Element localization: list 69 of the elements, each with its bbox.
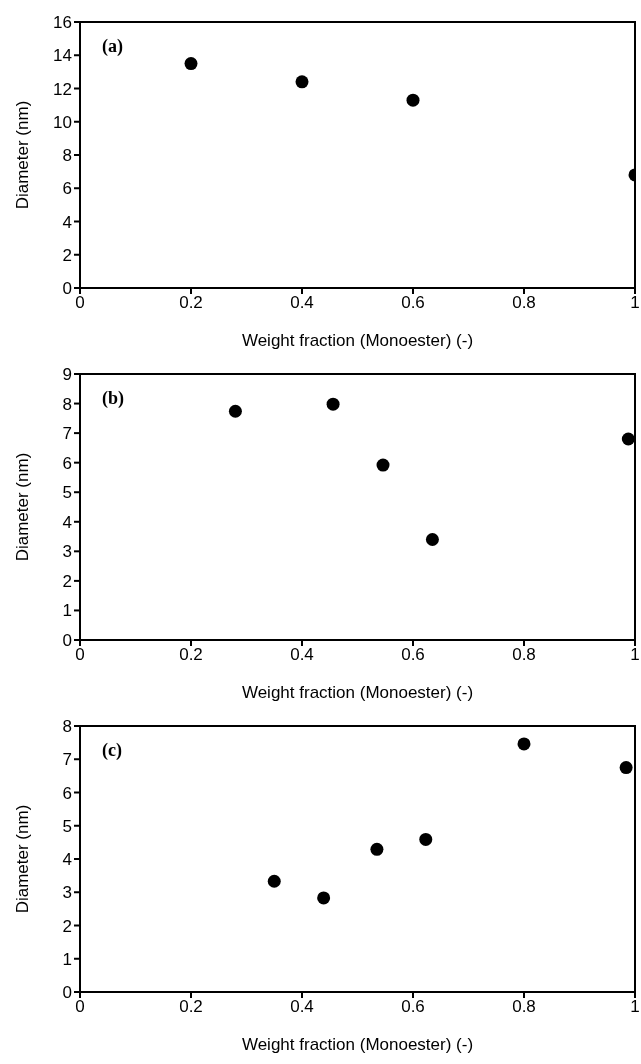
y-tick-label: 0 [62, 983, 72, 1003]
y-tick-label: 4 [62, 850, 72, 870]
y-tick-label: 16 [53, 13, 72, 33]
point [228, 404, 242, 418]
y-tick-label: 7 [62, 424, 72, 444]
x-tick-label: 0.6 [401, 645, 425, 665]
y-tick-label: 7 [62, 750, 72, 770]
y-tick-label: 8 [62, 146, 72, 166]
y-tick-label: 14 [53, 46, 72, 66]
y-tick-label: 2 [62, 245, 72, 265]
y-tick-label: 5 [62, 816, 72, 836]
y-tick-label: 8 [62, 394, 72, 414]
y-tick-label: 5 [62, 483, 72, 503]
y-tick-label: 2 [62, 916, 72, 936]
x-tick-label: 1 [630, 293, 640, 313]
x-tick-label: 0 [75, 293, 85, 313]
x-axis-title: Weight fraction (Monoester) (-) [241, 683, 474, 702]
y-axis-title: Diameter (nm) [13, 100, 33, 210]
point [425, 533, 439, 547]
x-axis-title: Weight fraction (Monoester) (-) [241, 1035, 474, 1054]
y-tick-label: 3 [62, 542, 72, 562]
y-tick-label: 9 [62, 365, 72, 385]
y-axis-title: Diameter (nm) [13, 452, 33, 562]
x-tick-label: 0.8 [512, 645, 536, 665]
x-tick-label: 0 [75, 645, 85, 665]
y-tick-label: 12 [53, 79, 72, 99]
annotation: (b) [102, 388, 124, 409]
y-tick-label: 0 [62, 631, 72, 651]
point [370, 842, 384, 856]
point [619, 761, 633, 775]
point [317, 891, 331, 905]
x-tick-label: 1 [630, 645, 640, 665]
point [267, 874, 281, 888]
y-tick-label: 1 [62, 601, 72, 621]
y-tick-label: 6 [62, 179, 72, 199]
y-tick-label: 10 [53, 112, 72, 132]
y-tick-label: 4 [62, 512, 72, 532]
point [376, 458, 390, 472]
y-tick-label: 6 [62, 783, 72, 803]
y-axis-title: Diameter (nm) [13, 804, 33, 914]
point [517, 737, 531, 751]
x-tick-label: 0.2 [179, 293, 203, 313]
point [419, 832, 433, 846]
point [621, 432, 635, 446]
x-tick-label: 0.8 [512, 293, 536, 313]
annotation: (a) [102, 36, 123, 57]
y-tick-label: 6 [62, 453, 72, 473]
y-tick-label: 1 [62, 949, 72, 969]
annotation: (c) [102, 740, 122, 761]
y-tick-label: 8 [62, 717, 72, 737]
x-tick-label: 0.6 [401, 997, 425, 1017]
x-tick-label: 0 [75, 997, 85, 1017]
point [406, 93, 420, 107]
x-tick-label: 0.4 [290, 997, 314, 1017]
point [295, 75, 309, 89]
point [184, 57, 198, 71]
x-tick-label: 0.2 [179, 645, 203, 665]
x-tick-label: 0.2 [179, 997, 203, 1017]
x-axis-title: Weight fraction (Monoester) (-) [241, 331, 474, 350]
x-tick-label: 0.4 [290, 645, 314, 665]
point [326, 397, 340, 411]
x-tick-label: 0.4 [290, 293, 314, 313]
y-tick-label: 0 [62, 279, 72, 299]
x-tick-label: 0.6 [401, 293, 425, 313]
x-tick-label: 0.8 [512, 997, 536, 1017]
x-tick-label: 1 [630, 997, 640, 1017]
y-tick-label: 4 [62, 212, 72, 232]
y-tick-label: 2 [62, 571, 72, 591]
y-tick-label: 3 [62, 883, 72, 903]
